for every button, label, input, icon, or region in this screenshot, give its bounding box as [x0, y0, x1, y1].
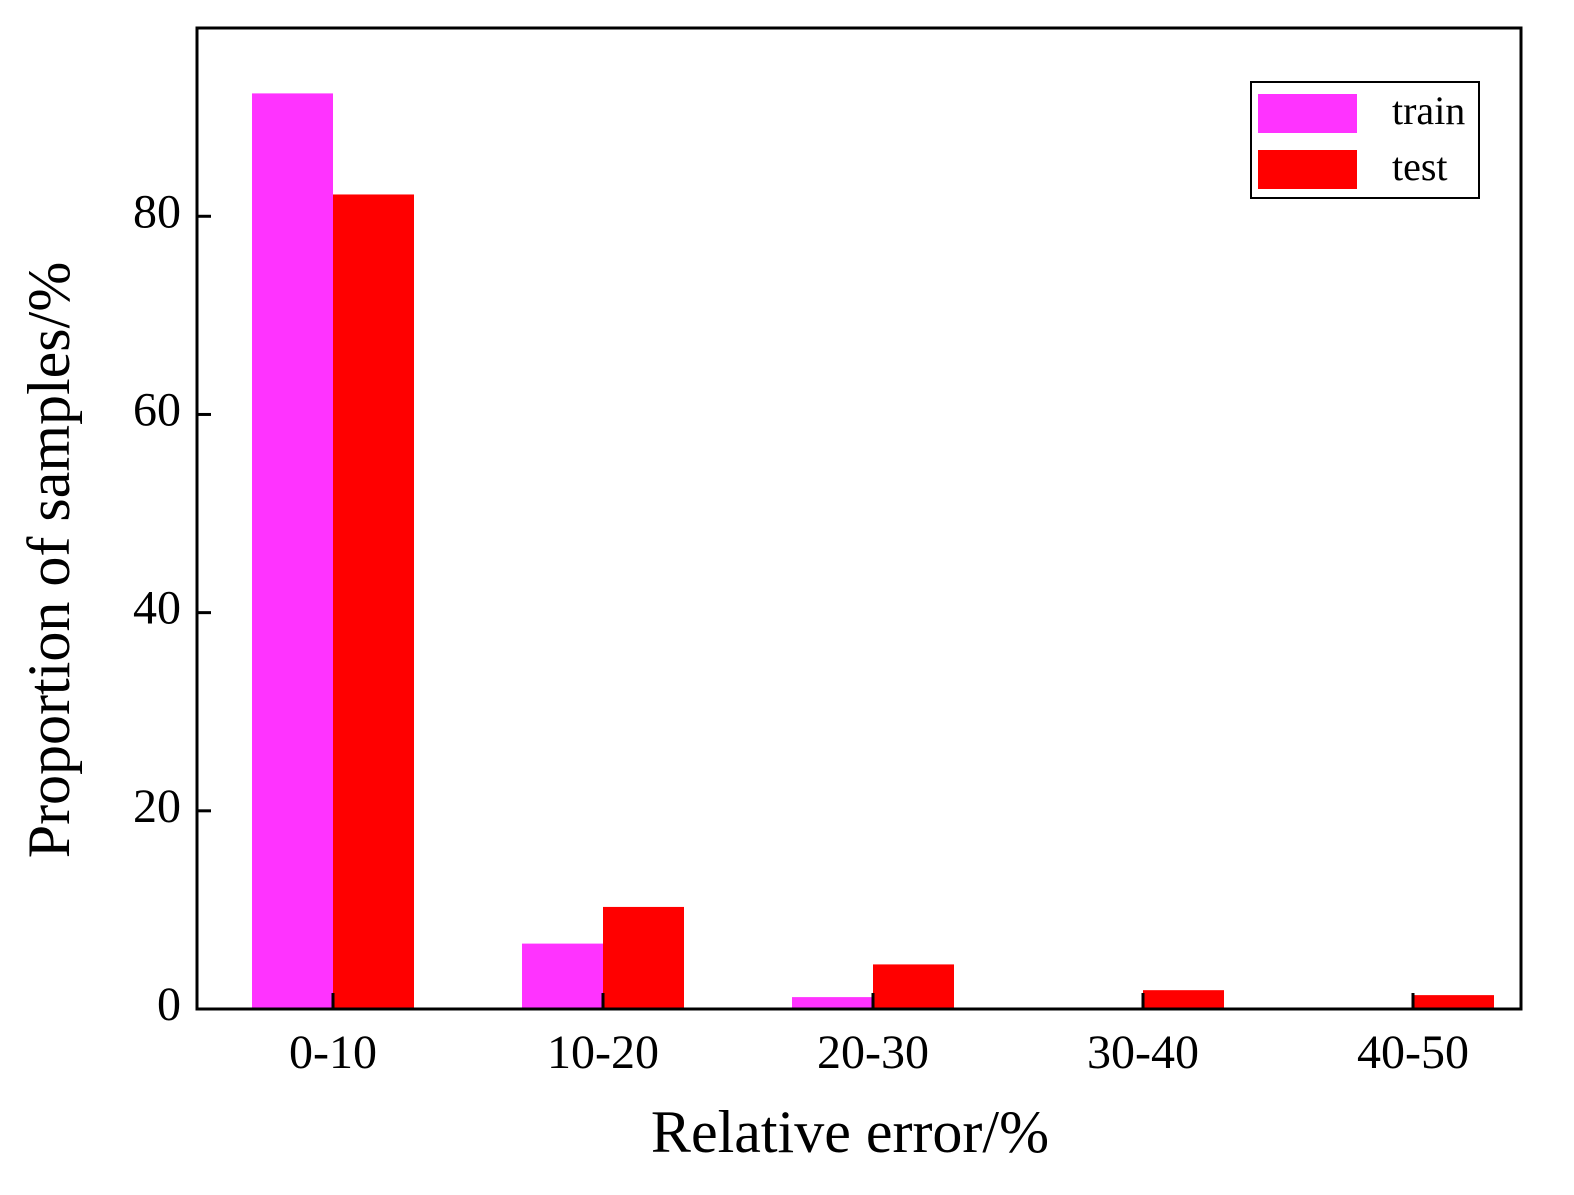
x-axis-label: Relative error/% — [651, 1099, 1049, 1165]
legend-label: train — [1392, 88, 1465, 133]
bar — [603, 906, 684, 1009]
x-tick-label: 20-30 — [817, 1026, 929, 1079]
y-tick-label: 40 — [133, 582, 181, 635]
x-tick-label: 10-20 — [547, 1026, 659, 1079]
x-tick-label: 40-50 — [1357, 1026, 1469, 1079]
bar — [522, 943, 603, 1009]
y-tick-label: 80 — [133, 185, 181, 238]
x-tick-label: 30-40 — [1087, 1026, 1199, 1079]
y-axis-label: Proportion of samples/% — [16, 262, 82, 859]
x-tick-label: 0-10 — [289, 1026, 377, 1079]
bar — [1413, 995, 1494, 1009]
bar — [333, 194, 414, 1010]
legend-label: test — [1392, 144, 1448, 189]
bar — [252, 93, 333, 1009]
bar — [1143, 990, 1224, 1009]
bar — [873, 964, 954, 1009]
plot-frame — [195, 26, 1523, 1011]
legend-swatch — [1258, 150, 1357, 189]
y-tick-label: 60 — [133, 383, 181, 436]
legend-swatch — [1258, 94, 1357, 133]
y-tick-label: 20 — [133, 780, 181, 833]
y-tick-label: 0 — [157, 978, 181, 1031]
bar — [792, 997, 873, 1009]
